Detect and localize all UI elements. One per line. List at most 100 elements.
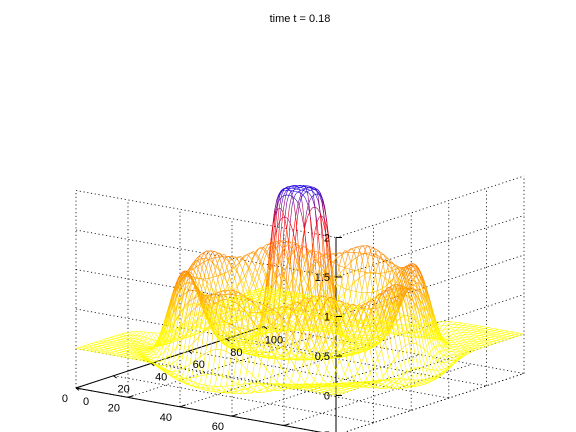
mesh-line <box>425 380 428 382</box>
mesh-line <box>264 369 267 379</box>
mesh-line <box>317 266 321 274</box>
mesh-line <box>410 328 414 334</box>
mesh-line <box>255 272 258 279</box>
mesh-line <box>412 368 415 370</box>
mesh-line <box>380 376 384 380</box>
mesh-line <box>505 339 508 341</box>
mesh-line <box>308 352 312 356</box>
mesh-line <box>305 205 309 215</box>
mesh-line <box>216 386 219 390</box>
mesh-line <box>184 333 188 344</box>
mesh-line <box>229 354 232 368</box>
mesh-line <box>383 341 386 346</box>
mesh-line <box>345 279 349 289</box>
mesh-line <box>307 251 311 258</box>
mesh-line <box>398 326 401 334</box>
mesh-line <box>323 273 326 282</box>
mesh-line <box>308 363 312 372</box>
mesh-line <box>352 271 355 283</box>
mesh-line <box>359 277 362 290</box>
mesh-line <box>216 298 220 306</box>
mesh-line <box>381 286 385 300</box>
mesh-line <box>386 263 390 273</box>
mesh-line <box>349 304 352 306</box>
mesh-line <box>383 308 386 316</box>
mesh-line <box>280 352 283 356</box>
mesh-line <box>360 306 363 309</box>
mesh-line <box>283 191 286 196</box>
mesh-line <box>377 381 380 384</box>
mesh-line <box>289 190 293 195</box>
mesh-line <box>352 270 356 281</box>
mesh-line <box>347 276 350 288</box>
mesh-line <box>391 269 395 279</box>
mesh-line <box>292 333 296 343</box>
mesh-line <box>211 362 215 375</box>
mesh-line <box>343 392 346 394</box>
mesh-line <box>351 378 354 382</box>
grid-line <box>335 294 525 357</box>
mesh-line <box>478 348 481 350</box>
mesh-line <box>307 331 310 342</box>
mesh-line <box>263 247 266 250</box>
mesh-line <box>260 255 264 262</box>
mesh-line <box>441 329 444 333</box>
mesh-line <box>282 216 286 243</box>
mesh-line <box>208 350 211 364</box>
mesh-line <box>270 386 273 389</box>
mesh-line <box>191 316 195 327</box>
mesh-line <box>406 386 409 388</box>
mesh-line <box>196 265 199 267</box>
mesh-line <box>294 352 297 356</box>
mesh-line <box>222 272 225 275</box>
mesh-line <box>377 353 380 358</box>
mesh-line <box>438 321 442 325</box>
mesh-line <box>320 378 324 383</box>
mesh-line <box>405 344 408 346</box>
mesh-line <box>203 353 206 366</box>
mesh-line <box>372 256 375 264</box>
mesh-line <box>283 373 287 381</box>
mesh-line <box>313 194 316 196</box>
mesh-line <box>326 361 329 369</box>
mesh-line <box>386 334 390 339</box>
mesh-line <box>396 294 399 296</box>
mesh-line <box>227 323 231 332</box>
mesh-line <box>403 345 406 348</box>
mesh-surface <box>75 184 525 396</box>
mesh-line <box>386 294 390 302</box>
mesh-line <box>277 267 280 275</box>
mesh-line <box>360 254 364 264</box>
mesh-line <box>278 354 281 357</box>
mesh-line <box>340 308 343 316</box>
mesh-line <box>339 393 342 395</box>
mesh-line <box>374 249 377 256</box>
mesh-line <box>376 254 379 264</box>
mesh-line <box>341 297 345 306</box>
mesh-line <box>323 344 326 349</box>
mesh-line <box>406 371 409 373</box>
mesh-line <box>346 319 350 324</box>
mesh-line <box>445 324 448 328</box>
mesh-line <box>364 247 367 254</box>
mesh-line <box>401 347 404 350</box>
mesh-line <box>387 262 391 267</box>
mesh-line <box>182 367 185 375</box>
mesh-line <box>401 322 404 331</box>
mesh-line <box>340 377 344 382</box>
mesh-line <box>376 285 380 299</box>
mesh-line <box>395 380 398 383</box>
mesh-line <box>205 259 208 262</box>
mesh-line <box>229 304 232 307</box>
mesh-line <box>200 314 203 325</box>
grid-line <box>335 333 525 396</box>
mesh-line <box>246 358 250 370</box>
mesh-line <box>263 386 266 389</box>
mesh-line <box>411 330 415 336</box>
mesh-line <box>309 256 312 276</box>
mesh-line <box>196 367 199 377</box>
mesh-line <box>308 355 311 358</box>
mesh-line <box>300 299 303 304</box>
mesh-line <box>262 251 266 257</box>
